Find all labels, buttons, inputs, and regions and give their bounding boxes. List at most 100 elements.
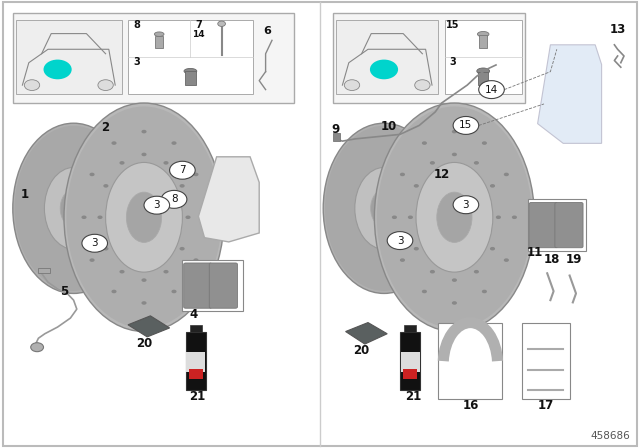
Circle shape [453,116,479,134]
Circle shape [144,196,170,214]
Circle shape [170,161,195,179]
Text: 8: 8 [171,194,177,204]
Circle shape [111,290,116,293]
Ellipse shape [416,163,493,272]
Circle shape [141,278,147,282]
Circle shape [370,60,398,79]
FancyBboxPatch shape [186,71,196,85]
FancyBboxPatch shape [16,20,122,94]
Circle shape [452,278,457,282]
FancyBboxPatch shape [528,199,586,251]
Text: 21: 21 [189,390,205,403]
Circle shape [479,81,504,99]
Ellipse shape [64,103,224,332]
FancyBboxPatch shape [13,13,294,103]
FancyBboxPatch shape [445,20,522,94]
FancyBboxPatch shape [186,352,205,372]
Circle shape [400,172,405,176]
Text: 3: 3 [450,56,456,67]
Ellipse shape [60,190,87,227]
Ellipse shape [127,192,161,242]
Text: 17: 17 [538,399,554,412]
Circle shape [474,161,479,165]
Text: 3: 3 [92,238,98,248]
Circle shape [453,196,479,214]
Circle shape [430,270,435,273]
Circle shape [474,270,479,273]
FancyBboxPatch shape [3,2,637,446]
FancyBboxPatch shape [189,325,202,332]
Ellipse shape [377,107,532,328]
Text: 4: 4 [189,308,197,322]
Ellipse shape [371,190,397,227]
Text: 2: 2 [102,121,109,134]
Circle shape [415,80,430,90]
Text: 18: 18 [543,253,560,267]
FancyBboxPatch shape [189,369,203,379]
Circle shape [422,141,427,145]
Text: 11: 11 [526,246,543,259]
Ellipse shape [477,68,490,74]
Circle shape [430,161,435,165]
FancyBboxPatch shape [529,202,557,248]
Circle shape [413,184,419,188]
Polygon shape [538,45,602,143]
Ellipse shape [106,163,182,272]
Circle shape [90,258,95,262]
Circle shape [172,141,177,145]
Circle shape [408,215,413,219]
Circle shape [193,172,198,176]
Text: 3: 3 [154,200,160,210]
Circle shape [452,130,457,134]
Circle shape [103,184,108,188]
Circle shape [400,258,405,262]
Ellipse shape [154,32,164,36]
Circle shape [120,270,125,273]
Text: 1: 1 [20,188,28,202]
Circle shape [422,290,427,293]
FancyBboxPatch shape [400,332,420,390]
Circle shape [387,232,413,250]
Ellipse shape [323,123,445,293]
FancyBboxPatch shape [333,133,340,141]
Ellipse shape [67,107,221,328]
Circle shape [103,247,108,250]
FancyBboxPatch shape [156,36,163,47]
Polygon shape [128,316,170,337]
Text: 20: 20 [136,337,152,350]
Circle shape [44,60,72,79]
Text: 7: 7 [195,20,202,30]
Circle shape [482,290,487,293]
Circle shape [163,161,168,165]
Text: 458686: 458686 [591,431,630,441]
Text: 21: 21 [404,390,421,403]
Text: 10: 10 [381,120,397,133]
FancyBboxPatch shape [403,369,417,379]
Text: 19: 19 [566,253,582,267]
Circle shape [452,153,457,156]
Text: 5: 5 [60,284,68,298]
Text: 14: 14 [485,85,498,95]
Circle shape [97,215,102,219]
Circle shape [141,301,147,305]
Ellipse shape [436,192,472,242]
Ellipse shape [374,103,534,332]
Text: 14: 14 [193,30,205,39]
FancyBboxPatch shape [184,263,212,308]
Circle shape [512,215,517,219]
Circle shape [413,247,419,250]
Circle shape [496,215,501,219]
Circle shape [141,130,147,134]
FancyBboxPatch shape [38,268,50,273]
Polygon shape [346,323,387,344]
Circle shape [504,258,509,262]
Text: 15: 15 [460,121,472,130]
FancyBboxPatch shape [478,72,488,85]
Circle shape [392,215,397,219]
Circle shape [31,343,44,352]
Circle shape [111,141,116,145]
Circle shape [452,301,457,305]
Text: 20: 20 [353,344,370,357]
Circle shape [24,80,40,90]
Text: 12: 12 [433,168,450,181]
